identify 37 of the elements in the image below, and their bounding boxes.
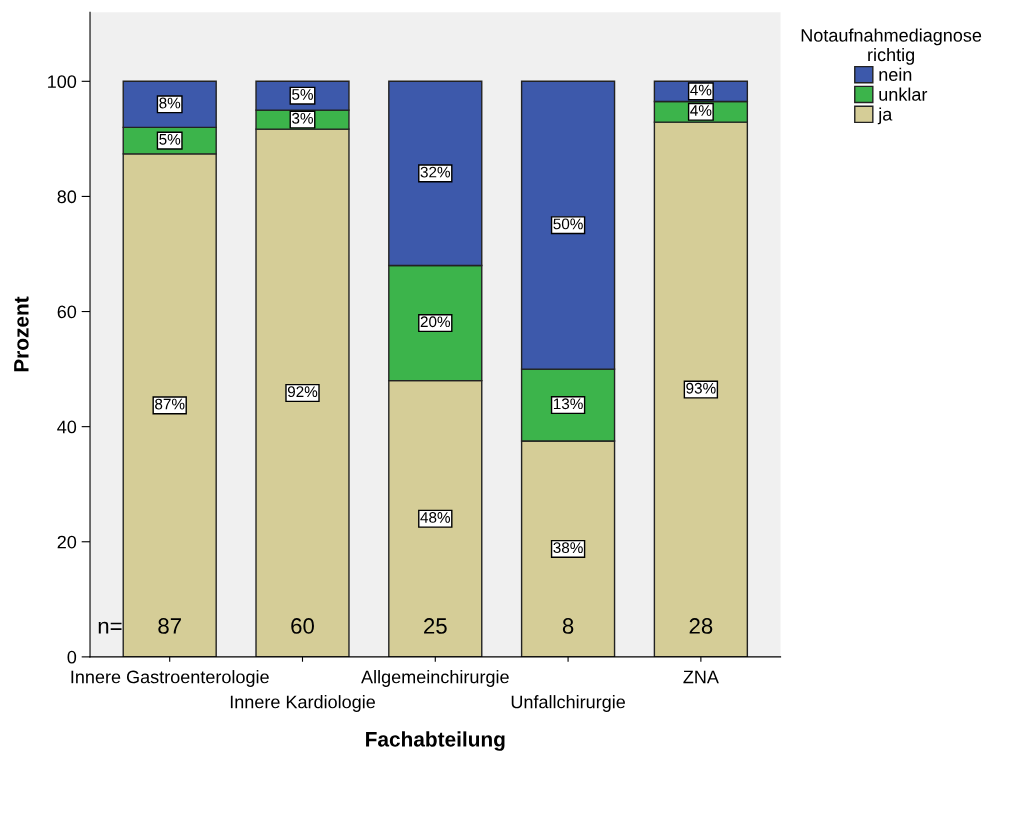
y-tick-label: 60 [57, 305, 77, 319]
legend-label: unklar [879, 87, 928, 101]
data-label: 4% [690, 84, 712, 96]
data-label: 3% [292, 112, 313, 124]
y-tick-label: 80 [57, 190, 77, 204]
annotation: 28 [689, 618, 713, 634]
y-axis-title: Prozent [14, 296, 29, 372]
x-tick-label: ZNA [683, 670, 719, 684]
y-tick-label: 20 [57, 535, 77, 549]
x-tick-label: Unfallchirurgie [511, 695, 625, 712]
annotation: n= [98, 621, 122, 634]
y-tick-label: 40 [57, 420, 77, 434]
annotation: 87 [158, 618, 181, 634]
data-label: 20% [420, 316, 451, 328]
data-label: 92% [287, 386, 318, 398]
data-label: 13% [553, 398, 583, 410]
data-label: 93% [686, 382, 716, 394]
data-label: 32% [420, 166, 451, 178]
data-label: 48% [420, 512, 451, 523]
x-tick-label: Allgemeinchirurgie [361, 670, 509, 687]
data-label: 5% [292, 89, 313, 100]
x-tick-label: Innere Kardiologie [230, 695, 375, 712]
y-tick-label: 0 [67, 650, 77, 664]
y-tick-label: 100 [48, 75, 77, 89]
data-label: 50% [553, 218, 583, 230]
legend-label: ja [877, 107, 893, 125]
annotation: 60 [291, 618, 314, 634]
annotation: 8 [562, 618, 574, 634]
data-label: 38% [553, 542, 583, 554]
legend-label: nein [879, 67, 912, 82]
data-label: 4% [690, 105, 712, 116]
x-tick-label: Innere Gastroenterologie [71, 670, 269, 687]
annotation: 25 [424, 618, 447, 634]
x-axis-title: Fachabteilung [366, 731, 505, 751]
data-label: 5% [159, 133, 181, 145]
data-label: 87% [155, 398, 185, 410]
data-label: 8% [159, 97, 181, 109]
